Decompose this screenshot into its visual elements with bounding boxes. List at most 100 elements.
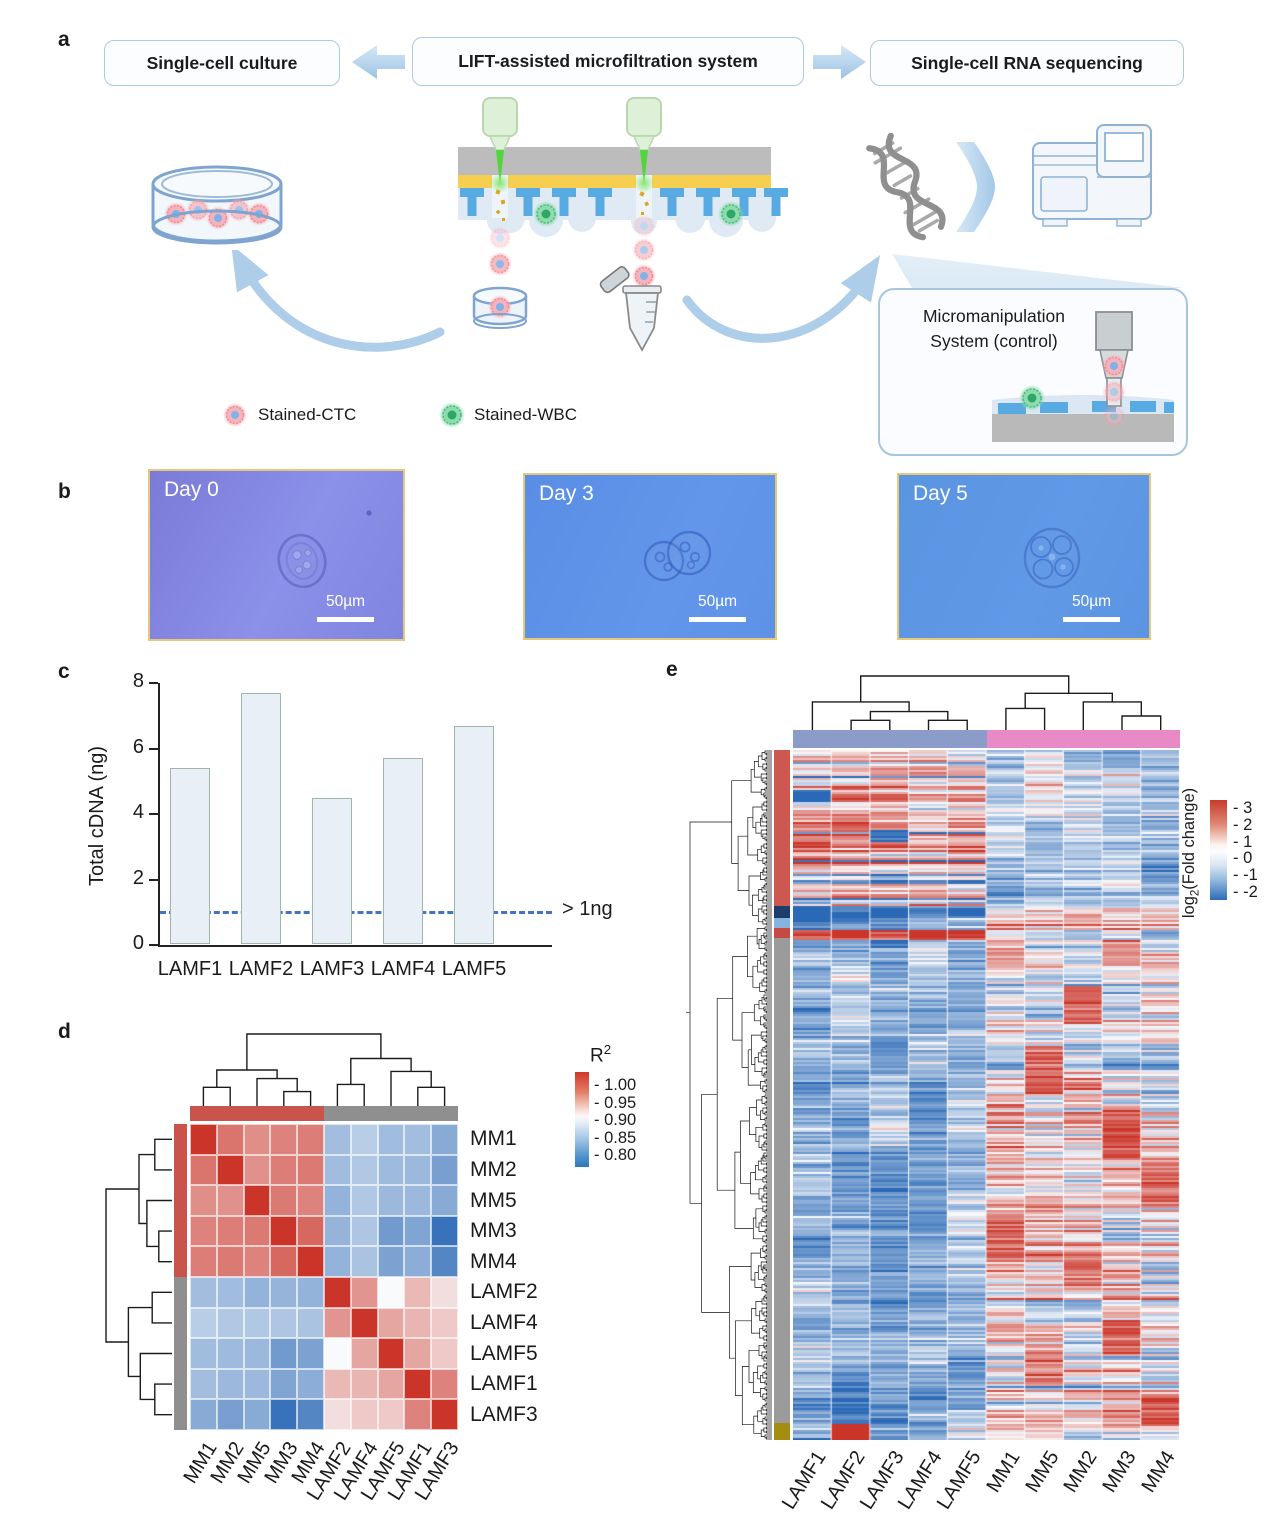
row-label-LAMF5: LAMF5 bbox=[470, 1341, 538, 1365]
scalebar-label: 50µm bbox=[697, 593, 738, 610]
y-tick-label: 4 bbox=[132, 801, 144, 823]
arrow-right-icon bbox=[813, 45, 866, 79]
row-label-MM4: MM4 bbox=[470, 1249, 517, 1273]
heat-cell-MM2-MM1 bbox=[190, 1154, 217, 1186]
y-tick-label: 2 bbox=[132, 866, 144, 889]
micrograph-day5: Day 5 50µm bbox=[897, 473, 1151, 640]
heat-cell-MM5-MM5 bbox=[243, 1185, 271, 1216]
bar-LAMF5 bbox=[454, 725, 494, 944]
heat-cell-LAMF3-MM1 bbox=[190, 1399, 217, 1430]
heat-cell-LAMF2-LAMF4 bbox=[350, 1277, 378, 1308]
heat-cell-LAMF4-LAMF3 bbox=[431, 1307, 458, 1339]
scalebar-label: 50µm bbox=[1071, 593, 1112, 610]
heat-cell-LAMF2-MM1 bbox=[190, 1277, 217, 1308]
heat-cell-LAMF1-LAMF2 bbox=[324, 1368, 351, 1400]
heat-cell-MM5-MM2 bbox=[216, 1185, 244, 1216]
row-annotation-segment-4 bbox=[774, 937, 790, 1423]
scalebar bbox=[1063, 617, 1120, 622]
microfiltration-device-illustration bbox=[458, 97, 788, 352]
scalebar bbox=[689, 617, 746, 622]
y-tick-mark bbox=[149, 747, 158, 750]
dendrogram-branch bbox=[811, 675, 1162, 730]
row-group-LAMF bbox=[174, 1277, 187, 1430]
flow-box-lift-system: LIFT-assisted microfiltration system bbox=[412, 37, 804, 86]
heat-cell-MM4-MM1 bbox=[190, 1246, 217, 1277]
bar-LAMF4 bbox=[383, 758, 423, 944]
heat-cell-MM5-MM3 bbox=[270, 1185, 298, 1216]
falling-ctc-stream-1 bbox=[487, 225, 513, 277]
tube-icon bbox=[599, 266, 662, 352]
heat-cell-LAMF5-LAMF4 bbox=[350, 1338, 378, 1369]
panel-c-label: c bbox=[58, 660, 70, 683]
heat-cell-LAMF1-LAMF3 bbox=[431, 1368, 458, 1400]
heat-cell-LAMF4-LAMF5 bbox=[377, 1307, 405, 1339]
micrograph-day0: Day 0 50µm bbox=[148, 469, 405, 641]
heat-cell-MM4-MM2 bbox=[216, 1246, 244, 1277]
col-dendrogram bbox=[202, 1033, 446, 1106]
heat-cell-LAMF5-MM5 bbox=[243, 1338, 271, 1369]
x-tick-label: LAMF5 bbox=[441, 958, 507, 980]
x-axis-line bbox=[158, 945, 552, 947]
curved-arrow-to-sequencing bbox=[682, 255, 881, 343]
r2-legend-tick: - 0.80 bbox=[594, 1146, 637, 1165]
fc-legend-tick: - 0 bbox=[1233, 849, 1253, 868]
heat-cell-LAMF5-LAMF5 bbox=[377, 1338, 405, 1369]
heat-cell-MM5-MM1 bbox=[190, 1185, 217, 1216]
heat-cell-MM2-MM4 bbox=[297, 1154, 324, 1186]
heat-cell-LAMF1-LAMF5 bbox=[377, 1368, 405, 1400]
day-label: Day 5 bbox=[913, 482, 968, 505]
heat-cell-MM1-LAMF2 bbox=[324, 1124, 351, 1155]
panel-b-label: b bbox=[58, 480, 71, 503]
heat-cell-MM3-MM1 bbox=[190, 1215, 217, 1247]
heat-cell-MM2-LAMF4 bbox=[350, 1154, 378, 1186]
heat-cell-MM1-MM2 bbox=[216, 1124, 244, 1155]
col-dendrogram bbox=[811, 675, 1162, 730]
heat-cell-MM1-LAMF3 bbox=[431, 1124, 458, 1155]
r2-legend-title: R2 bbox=[590, 1042, 612, 1067]
row-label-MM5: MM5 bbox=[470, 1188, 517, 1212]
row-annotation-segment-3 bbox=[774, 928, 790, 938]
heat-cell-MM2-MM5 bbox=[243, 1154, 271, 1186]
row-label-MM1: MM1 bbox=[470, 1127, 517, 1151]
heat-cell-LAMF4-LAMF2 bbox=[324, 1307, 351, 1339]
heat-cell-LAMF2-LAMF1 bbox=[404, 1277, 432, 1308]
heat-cell-LAMF5-LAMF2 bbox=[324, 1338, 351, 1369]
row-annotation-segment-5 bbox=[774, 1422, 790, 1440]
trapped-wbc-icon bbox=[717, 200, 745, 228]
day-label: Day 3 bbox=[539, 482, 594, 505]
row-label-LAMF3: LAMF3 bbox=[470, 1402, 538, 1426]
heat-cell-LAMF1-MM3 bbox=[270, 1368, 298, 1400]
heat-cell-LAMF3-LAMF5 bbox=[377, 1399, 405, 1430]
heat-cell-MM1-LAMF1 bbox=[404, 1124, 432, 1155]
heat-cell-MM3-MM5 bbox=[243, 1215, 271, 1247]
row-label-LAMF1: LAMF1 bbox=[470, 1372, 538, 1396]
flow-box-label: LIFT-assisted microfiltration system bbox=[458, 51, 758, 71]
heat-cell-LAMF1-MM5 bbox=[243, 1368, 271, 1400]
heat-cell-LAMF2-MM5 bbox=[243, 1277, 271, 1308]
heat-cell-MM3-LAMF2 bbox=[324, 1215, 351, 1247]
heat-cell-MM3-LAMF4 bbox=[350, 1215, 378, 1247]
cell-day5 bbox=[1023, 527, 1081, 589]
heat-cell-MM3-LAMF3 bbox=[431, 1215, 458, 1247]
fc-legend-tick: - 3 bbox=[1233, 799, 1253, 818]
heat-cell-MM4-MM5 bbox=[243, 1246, 271, 1277]
fc-colorbar bbox=[1210, 800, 1227, 900]
heat-cell-MM5-MM4 bbox=[297, 1185, 324, 1216]
flow-box-rna-seq: Single-cell RNA sequencing bbox=[870, 40, 1184, 86]
y-axis-title: Total cDNA (ng) bbox=[86, 745, 108, 887]
dna-icon bbox=[866, 133, 946, 241]
heat-cell-LAMF4-LAMF4 bbox=[350, 1307, 378, 1339]
heat-cell-LAMF3-LAMF4 bbox=[350, 1399, 378, 1430]
heat-cell-MM2-LAMF2 bbox=[324, 1154, 351, 1186]
heat-cell-LAMF4-MM2 bbox=[216, 1307, 244, 1339]
heat-cell-MM3-MM4 bbox=[297, 1215, 324, 1247]
arrow-left-icon bbox=[352, 45, 405, 79]
stained-wbc-icon bbox=[438, 401, 466, 429]
chevron-arrow-icon bbox=[956, 142, 995, 232]
heat-cell-LAMF4-MM4 bbox=[297, 1307, 324, 1339]
scalebar bbox=[317, 617, 374, 622]
heat-cell-LAMF2-MM2 bbox=[216, 1277, 244, 1308]
heat-cell-MM5-LAMF4 bbox=[350, 1185, 378, 1216]
heat-cell-MM4-LAMF4 bbox=[350, 1246, 378, 1277]
heat-cell-MM2-LAMF5 bbox=[377, 1154, 405, 1186]
